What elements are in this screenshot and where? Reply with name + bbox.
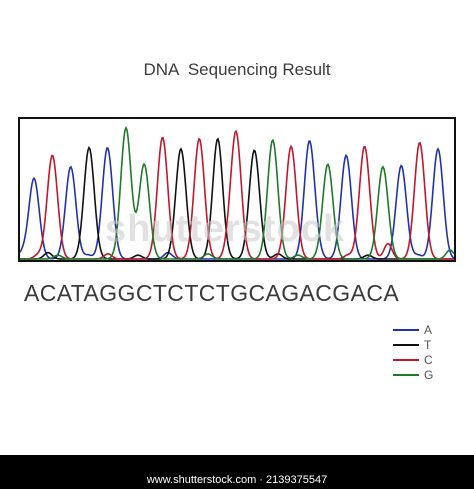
watermark: shutterstock — [105, 208, 346, 250]
trace-group — [19, 125, 455, 260]
legend-line-g — [393, 373, 419, 376]
chromatogram — [18, 117, 456, 262]
base-sequence: ACATAGGCTCTCTGCAGACGACA — [24, 280, 400, 306]
legend-label-t: T — [424, 337, 432, 352]
chart-title: DNA Sequencing Result — [143, 60, 331, 79]
footer-bar — [0, 455, 474, 489]
legend-item-t: T — [393, 337, 433, 352]
trace-g — [20, 125, 455, 260]
legend-line-c — [393, 358, 419, 361]
plot-frame — [18, 117, 456, 262]
legend-line-t — [393, 343, 419, 346]
legend-item-g: G — [393, 367, 433, 382]
legend-label-c: C — [424, 352, 433, 367]
legend-label-g: G — [424, 367, 434, 382]
legend-label-a: A — [424, 322, 433, 337]
legend-line-a — [393, 328, 419, 331]
footer-text: www.shutterstock.com · 2139375547 — [146, 474, 328, 486]
legend-item-c: C — [393, 352, 433, 367]
legend-item-a: A — [393, 322, 433, 337]
legend: A T C G — [393, 322, 433, 382]
